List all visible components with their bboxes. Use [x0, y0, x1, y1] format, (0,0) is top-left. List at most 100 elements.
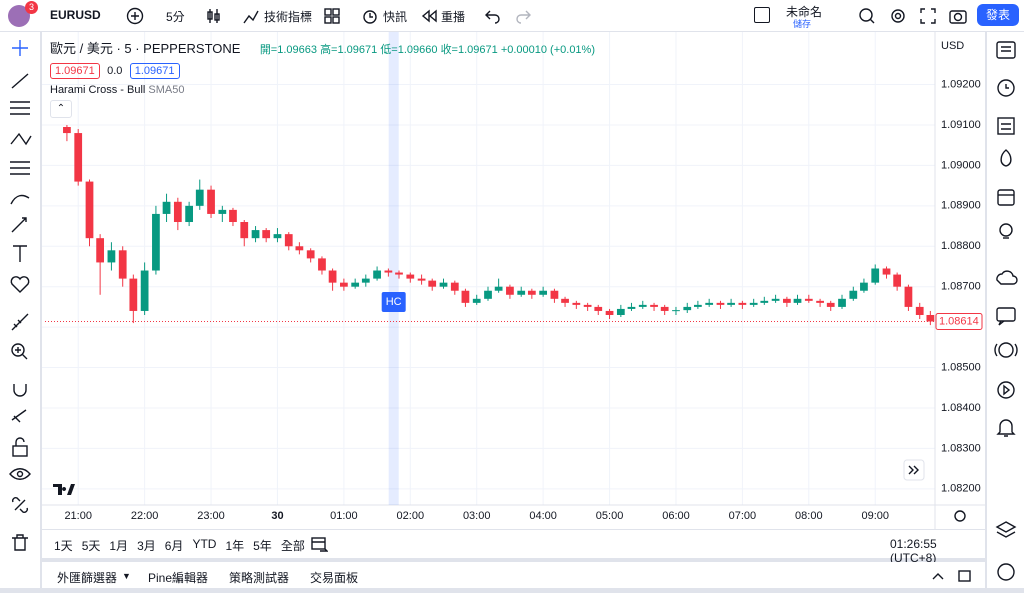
quote-row: 1.09671 0.0 1.09671 — [50, 63, 595, 79]
interval[interactable]: 5分 — [166, 10, 185, 24]
annotation-label: HC — [386, 296, 402, 308]
publish-button[interactable]: 發表 — [977, 4, 1019, 26]
indicator-param: SMA50 — [148, 84, 185, 96]
symbol[interactable]: EURUSD — [50, 8, 101, 22]
x-tick-label: 09:00 — [861, 510, 889, 522]
candle-body — [395, 272, 403, 275]
replay-icon[interactable] — [420, 7, 438, 25]
avatar[interactable] — [8, 5, 30, 27]
candle-body — [472, 298, 481, 303]
y-tick-label: 1.08400 — [941, 402, 981, 414]
indicators[interactable]: 技術指標 — [264, 10, 313, 24]
x-tick-label: 05:00 — [596, 510, 624, 522]
candle-body — [494, 286, 503, 291]
candle-body — [384, 270, 393, 273]
collapse-button[interactable]: ⌃ — [50, 100, 72, 118]
last-price-label: 1.08614 — [939, 315, 979, 327]
y-tick-label: 1.08500 — [941, 361, 981, 373]
spread: 0.0 — [107, 65, 123, 77]
y-tick-label: 1.09100 — [941, 119, 981, 131]
x-tick-label: 06:00 — [662, 510, 690, 522]
close: 收=1.09671 — [440, 44, 498, 56]
candle-body — [162, 201, 171, 214]
range-button[interactable]: 1月 — [109, 539, 129, 553]
candle-body — [439, 282, 448, 287]
bid[interactable]: 1.09671 — [50, 63, 100, 79]
range-button[interactable]: YTD — [192, 537, 217, 551]
x-tick-label: 22:00 — [131, 510, 159, 522]
panel-tab[interactable]: 外匯篩選器 — [57, 571, 118, 585]
candle-body — [660, 306, 669, 311]
redo-icon[interactable] — [514, 7, 532, 25]
candle-body — [351, 282, 360, 287]
layout-checkbox[interactable] — [754, 7, 770, 23]
indicator[interactable]: Harami Cross - Bull — [50, 84, 146, 96]
candle-body — [152, 213, 160, 271]
panel-tab[interactable]: 策略測試器 — [229, 571, 290, 585]
candle-body — [816, 300, 824, 303]
candle-body — [893, 274, 902, 287]
candle-body — [428, 280, 437, 287]
high: 高=1.09671 — [320, 44, 378, 56]
alerts[interactable]: 快訊 — [383, 10, 408, 24]
low: 低=1.09660 — [380, 44, 438, 56]
candle-body — [683, 306, 692, 311]
candle-body — [550, 290, 559, 299]
replay[interactable]: 重播 — [441, 10, 466, 24]
candle-body — [273, 234, 282, 239]
goto-date-icon[interactable] — [310, 535, 328, 553]
tab-menu[interactable]: ▼ — [122, 571, 131, 581]
tv-logo — [53, 484, 75, 495]
x-tick-label: 23:00 — [197, 510, 225, 522]
candle-body — [638, 304, 647, 307]
candle-body — [295, 246, 304, 251]
candle-body — [771, 298, 780, 301]
layout-icon[interactable] — [323, 7, 341, 25]
candle-body — [129, 278, 138, 311]
range-button[interactable]: 1年 — [225, 539, 245, 553]
scroll-button[interactable] — [903, 459, 925, 481]
add-icon[interactable] — [126, 7, 144, 25]
x-tick-label: 07:00 — [729, 510, 757, 522]
candle-body — [361, 278, 370, 283]
undo-icon[interactable] — [484, 7, 502, 25]
panel-controls[interactable] — [929, 568, 979, 584]
range-button[interactable]: 5天 — [81, 539, 101, 553]
currency[interactable]: USD — [941, 40, 964, 52]
x-tick-label: 04:00 — [529, 510, 557, 522]
candle-body — [716, 302, 725, 305]
clock[interactable]: 01:26:55 (UTC+8) — [890, 537, 937, 565]
drawing-toolbar — [0, 32, 40, 588]
panel-tab[interactable]: 交易面板 — [310, 571, 359, 585]
save[interactable]: 儲存 — [793, 19, 812, 29]
pair[interactable]: 歐元 / 美元 · 5 · PEPPERSTONE — [50, 41, 241, 56]
candle-body — [461, 290, 470, 303]
range-button[interactable]: 3月 — [137, 539, 156, 553]
legend: 歐元 / 美元 · 5 · PEPPERSTONE 開=1.09663 高=1.… — [50, 38, 595, 118]
layout-name[interactable]: 未命名 — [786, 5, 823, 19]
ask[interactable]: 1.09671 — [129, 63, 180, 79]
alert-icon[interactable] — [361, 7, 379, 25]
candle-body — [63, 127, 71, 134]
candle-body — [240, 222, 249, 239]
range-button[interactable]: 1天 — [54, 539, 73, 553]
candle-body — [484, 290, 492, 299]
indicator-icon[interactable] — [242, 7, 260, 25]
candle-body — [207, 189, 215, 214]
candle-body — [506, 286, 514, 295]
range-button[interactable]: 6月 — [164, 539, 184, 553]
range-button[interactable]: 5年 — [253, 539, 272, 553]
candle-body — [650, 304, 658, 307]
settings-icon[interactable] — [954, 510, 966, 522]
candle-body — [616, 308, 625, 315]
candle-body — [195, 189, 204, 206]
candle-body — [672, 310, 680, 312]
range-button[interactable]: 全部 — [280, 539, 305, 553]
candle-body — [527, 290, 536, 295]
legend-row: 歐元 / 美元 · 5 · PEPPERSTONE 開=1.09663 高=1.… — [50, 38, 595, 57]
candle-body — [849, 290, 858, 299]
panel-tab[interactable]: Pine編輯器 — [148, 571, 209, 585]
candle-icon[interactable] — [205, 7, 223, 25]
candle-body — [882, 268, 891, 275]
candle-body — [406, 274, 415, 279]
